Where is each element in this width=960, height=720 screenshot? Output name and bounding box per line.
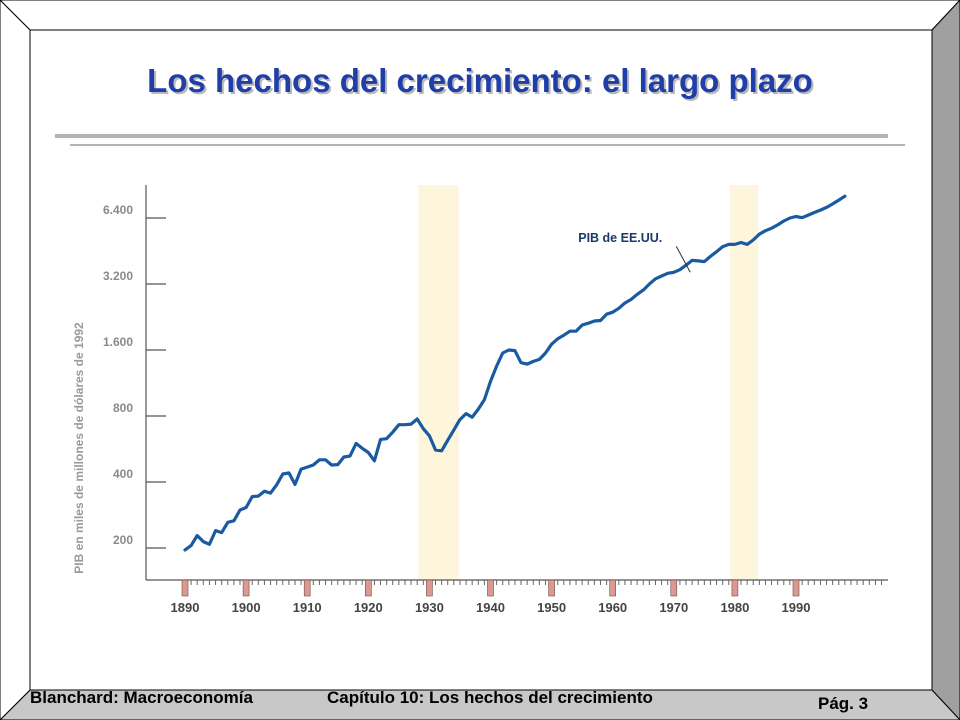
- x-tick-label: 1990: [782, 600, 811, 615]
- page-number-value: 3: [858, 694, 869, 713]
- slide-title: Los hechos del crecimiento: el largo pla…: [147, 62, 813, 99]
- y-tick-label: 400: [113, 467, 133, 481]
- x-tick-label: 1940: [476, 600, 505, 615]
- x-tick-label: 1910: [293, 600, 322, 615]
- x-decade-marker: [426, 579, 433, 597]
- x-tick-label: 1930: [415, 600, 444, 615]
- x-decade-marker: [242, 579, 250, 597]
- x-tick-label: 1890: [171, 600, 200, 615]
- shaded-period-1: [418, 185, 459, 580]
- y-tick-label: 1.600: [103, 335, 133, 349]
- x-tick-label: 1920: [354, 600, 383, 615]
- y-axis-label: PIB en miles de millones de dólares de 1…: [72, 322, 86, 574]
- footer-author: Blanchard: Macroeconomía: [30, 688, 253, 707]
- annotation-leader: [675, 245, 691, 273]
- page-number: Pág. 3: [818, 694, 868, 714]
- x-decade-marker: [181, 579, 189, 597]
- x-decade-marker: [670, 579, 678, 597]
- x-decade-marker: [792, 579, 800, 597]
- recession-shading: [418, 185, 759, 580]
- page-label: Pág.: [818, 694, 854, 713]
- x-decade-marker: [364, 579, 372, 597]
- x-ticks: 1890 1900 1910 1920 1930 1940 1950 1960 1970 1980…: [171, 579, 883, 615]
- x-tick-label: 1960: [598, 600, 627, 615]
- x-decade-marker: [548, 579, 555, 597]
- chart-axes: [145, 185, 888, 581]
- x-decade-marker: [731, 579, 739, 597]
- x-decade-marker: [609, 579, 617, 597]
- y-tick-label: 3.200: [103, 269, 133, 283]
- y-tick-label: 6.400: [103, 203, 133, 217]
- shaded-period-2: [729, 185, 759, 580]
- y-tick-label: 200: [113, 533, 133, 547]
- x-decade-marker: [303, 579, 311, 597]
- y-ticks: 200 400 800 1.600 3.200 6.400: [103, 203, 166, 549]
- x-tick-label: 1900: [232, 600, 261, 615]
- x-decade-marker: [487, 579, 494, 597]
- x-tick-label: 1950: [537, 600, 566, 615]
- x-tick-label: 1970: [659, 600, 688, 615]
- footer-chapter: Capítulo 10: Los hechos del crecimiento: [327, 688, 653, 707]
- y-tick-label: 800: [113, 401, 133, 415]
- series-line: [183, 194, 847, 552]
- annotation-label: PIB de EE.UU.: [578, 231, 662, 245]
- x-tick-label: 1980: [720, 600, 749, 615]
